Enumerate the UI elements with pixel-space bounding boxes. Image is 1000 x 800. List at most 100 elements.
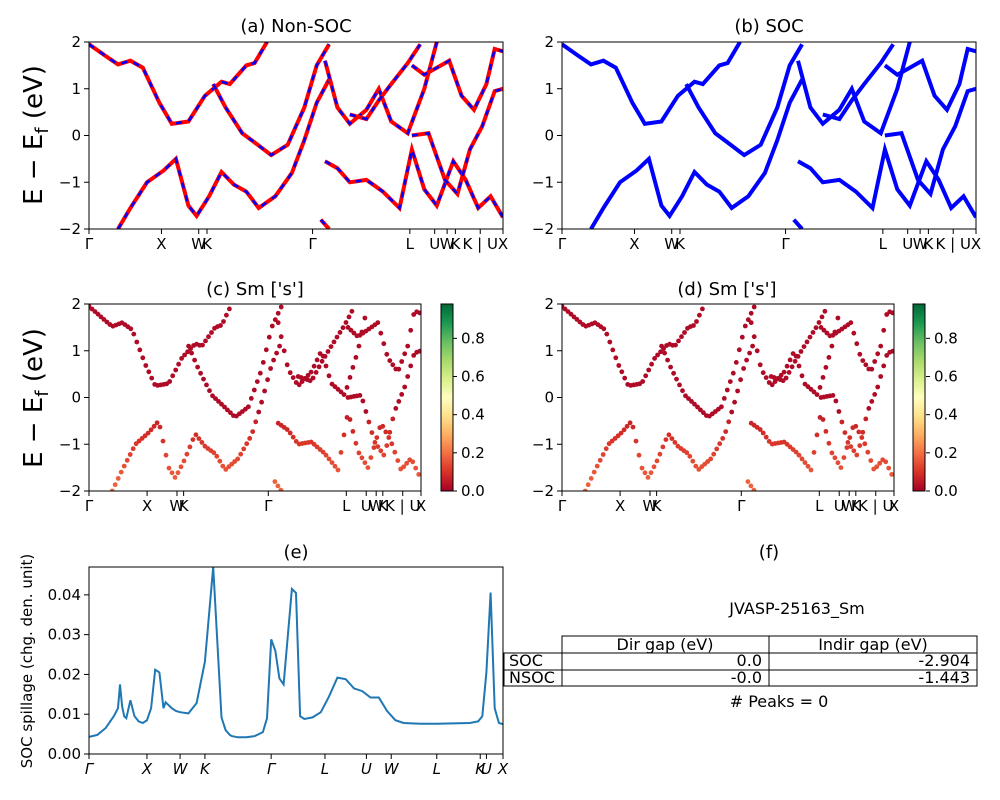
projected-point [109, 488, 115, 491]
projected-point [314, 357, 320, 363]
projected-point [387, 358, 393, 363]
projected-point [173, 367, 179, 373]
projected-point [254, 379, 260, 384]
projected-point [338, 450, 344, 455]
row-label-nsoc: NSOC [509, 668, 555, 687]
colorbar-tick-label: 0.8 [934, 329, 958, 347]
projected-point [639, 465, 645, 471]
x-tick-label: K [179, 497, 190, 515]
projected-point [143, 363, 149, 368]
projected-point [272, 479, 278, 484]
projected-point [657, 451, 663, 457]
y-tick-label: 2 [544, 33, 554, 51]
projected-point [763, 434, 769, 440]
row-nsoc-dir-gap: -0.0 [731, 668, 762, 687]
projected-point [384, 351, 390, 357]
y-tick-label: 0 [71, 127, 81, 145]
projected-point [137, 347, 143, 353]
projected-point [659, 343, 664, 349]
projected-point [613, 355, 619, 361]
projected-point [359, 455, 365, 461]
projected-point [886, 465, 892, 471]
projected-point [278, 334, 284, 340]
x-tick-label: Γ [737, 497, 746, 515]
projected-point [160, 438, 166, 444]
projected-point [184, 451, 190, 457]
projected-point [700, 306, 705, 312]
projected-point [890, 310, 894, 316]
x-tick-label: W [384, 760, 400, 778]
band-line-dashed [116, 78, 331, 229]
projected-point [730, 370, 736, 376]
projected-point [410, 459, 416, 465]
projected-point [134, 339, 140, 345]
projected-point [679, 334, 684, 340]
projected-point [112, 482, 118, 488]
projected-point [729, 409, 735, 415]
projected-point [796, 363, 802, 369]
projected-point [875, 384, 881, 390]
projected-point [411, 353, 417, 358]
band-line-nonsoc [211, 43, 331, 158]
projected-point [387, 429, 393, 435]
projected-point [854, 341, 860, 347]
projected-point [166, 465, 172, 471]
projected-points [562, 304, 894, 491]
x-tick-label: U [429, 235, 440, 253]
projected-point [640, 379, 646, 384]
y-axis-label-top: E − Ef (eV) [19, 65, 53, 205]
projected-point [259, 399, 264, 405]
y-tick-label: 0 [544, 127, 554, 145]
projected-point [244, 441, 250, 447]
panel-c-colorbar [440, 303, 454, 492]
band-line-soc [796, 42, 912, 137]
projected-point [597, 457, 603, 463]
x-tick-label: U [361, 760, 372, 778]
projected-point [405, 343, 411, 349]
projected-point [274, 350, 279, 356]
projected-point [392, 449, 398, 455]
projected-point [349, 308, 355, 314]
projected-point [269, 323, 275, 329]
projected-points [89, 304, 421, 491]
y-tick-label: 1 [544, 342, 554, 360]
y-axis-label-spillage: SOC spillage (chg. den. unit) [18, 554, 36, 769]
projected-point [662, 350, 667, 356]
projected-point [130, 446, 136, 452]
y-tick-label: 0 [71, 389, 81, 407]
projected-point [745, 317, 751, 323]
projected-point [221, 319, 226, 324]
x-tick-label: K [652, 497, 663, 515]
colorbar-tick-label: 0.6 [461, 368, 485, 386]
projected-point [736, 347, 742, 353]
projected-point [167, 379, 173, 384]
projected-point [655, 352, 660, 358]
x-tick-label: Γ [85, 760, 95, 778]
projected-point [799, 456, 805, 462]
colorbar-tick-label: 0.4 [934, 406, 958, 424]
projected-point [396, 366, 402, 372]
projected-point [652, 356, 657, 361]
x-tick-label: L [406, 235, 415, 253]
projected-point [742, 323, 748, 329]
x-tick-label: X [629, 235, 639, 253]
projected-point [209, 330, 214, 335]
projected-point [332, 463, 338, 469]
projected-point [350, 429, 356, 434]
projected-point [357, 393, 363, 398]
projected-point [805, 463, 811, 469]
x-tick-label: L [815, 497, 824, 515]
projected-point [648, 470, 654, 476]
projected-point [830, 393, 836, 398]
projected-point [246, 404, 251, 410]
colorbar-tick-label: 0.4 [461, 406, 485, 424]
projected-point [157, 424, 163, 430]
row-label-soc: SOC [509, 651, 543, 670]
projected-point [848, 320, 854, 326]
x-tick-label: K [202, 235, 213, 253]
projected-point [878, 343, 884, 349]
projected-point [310, 375, 316, 381]
